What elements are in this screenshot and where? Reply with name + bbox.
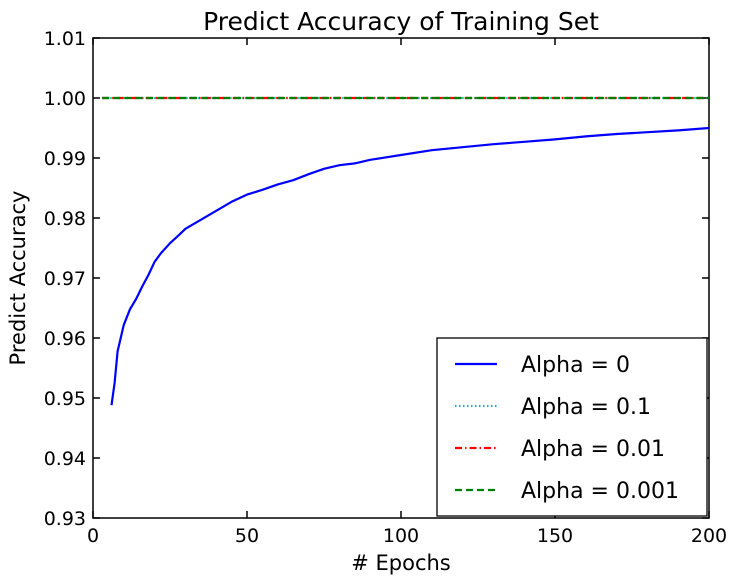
legend-label: Alpha = 0.01 [521, 437, 665, 462]
x-tick-label: 150 [537, 525, 573, 547]
x-tick-label: 0 [87, 525, 99, 547]
legend-label: Alpha = 0 [521, 353, 630, 378]
x-tick-label: 200 [691, 525, 727, 547]
legend-label: Alpha = 0.1 [521, 395, 651, 420]
y-tick-label: 0.93 [44, 508, 86, 530]
x-tick-label: 100 [383, 525, 419, 547]
series-layer [102, 96, 710, 406]
axis-ticks: 0 50 100 150 200 0.93 0.94 0.95 0.96 0.97 0.98 0.99… [44, 28, 727, 547]
y-tick-label: 0.97 [44, 268, 86, 290]
legend-box [436, 337, 708, 517]
y-tick-label: 0.99 [44, 148, 86, 170]
x-tick-label: 50 [235, 525, 259, 547]
y-tick-label: 0.96 [44, 328, 86, 350]
chart-title: Predict Accuracy of Training Set [203, 7, 599, 36]
y-axis-label: Predict Accuracy [6, 191, 30, 366]
legend-label: Alpha = 0.001 [521, 479, 679, 504]
y-tick-label: 1.01 [44, 28, 86, 50]
y-tick-label: 0.94 [44, 448, 86, 470]
x-axis-label: # Epochs [351, 551, 451, 575]
legend: Alpha = 0 Alpha = 0.1 Alpha = 0.01 Alpha = … [436, 337, 708, 517]
y-tick-label: 0.98 [44, 208, 86, 230]
series-line-1 [110, 126, 710, 406]
y-tick-label: 0.95 [44, 388, 86, 410]
y-tick-label: 1.00 [44, 88, 86, 110]
